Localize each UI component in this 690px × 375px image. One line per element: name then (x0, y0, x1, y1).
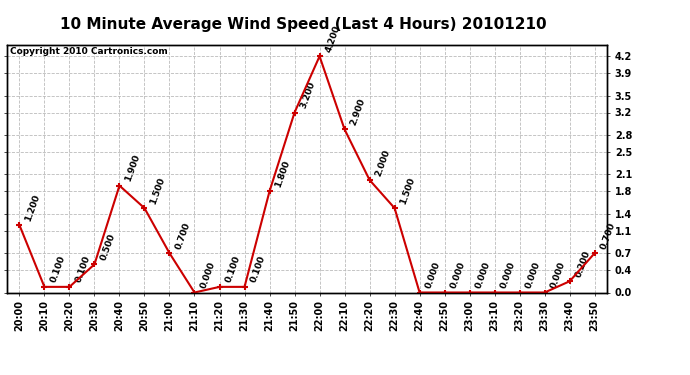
Text: 0.000: 0.000 (549, 261, 566, 290)
Text: 0.100: 0.100 (74, 255, 92, 284)
Text: 1.200: 1.200 (23, 193, 41, 222)
Text: 3.200: 3.200 (299, 80, 317, 110)
Text: 0.000: 0.000 (424, 261, 442, 290)
Text: 2.900: 2.900 (348, 97, 367, 127)
Text: 0.500: 0.500 (99, 232, 117, 262)
Text: 10 Minute Average Wind Speed (Last 4 Hours) 20101210: 10 Minute Average Wind Speed (Last 4 Hou… (60, 17, 547, 32)
Text: 0.000: 0.000 (199, 261, 217, 290)
Text: 0.000: 0.000 (474, 261, 492, 290)
Text: 1.800: 1.800 (274, 159, 292, 189)
Text: 0.100: 0.100 (248, 255, 267, 284)
Text: 2.000: 2.000 (374, 148, 392, 177)
Text: 0.200: 0.200 (574, 249, 592, 279)
Text: 0.100: 0.100 (48, 255, 67, 284)
Text: 0.000: 0.000 (448, 261, 466, 290)
Text: 1.500: 1.500 (148, 176, 167, 206)
Text: 1.500: 1.500 (399, 176, 417, 206)
Text: 0.100: 0.100 (224, 255, 241, 284)
Text: 0.700: 0.700 (174, 221, 192, 251)
Text: 0.700: 0.700 (599, 221, 617, 251)
Text: Copyright 2010 Cartronics.com: Copyright 2010 Cartronics.com (10, 48, 168, 57)
Text: 4.200: 4.200 (324, 24, 342, 54)
Text: 0.000: 0.000 (524, 261, 542, 290)
Text: 0.000: 0.000 (499, 261, 517, 290)
Text: 1.900: 1.900 (124, 153, 141, 183)
